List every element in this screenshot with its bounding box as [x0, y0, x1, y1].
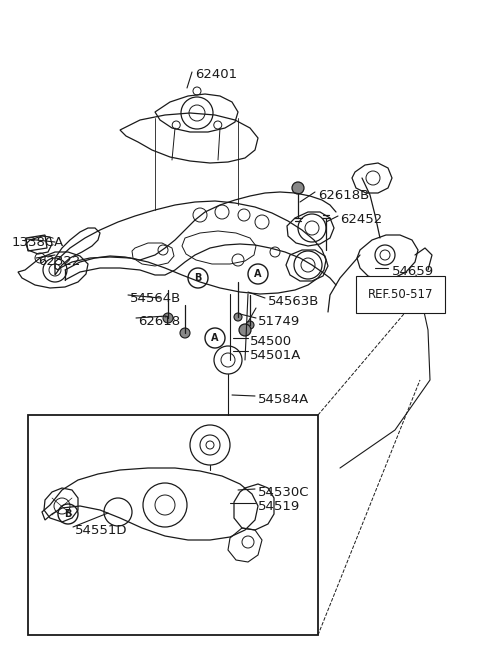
Text: 54563B: 54563B [268, 295, 319, 308]
Text: B: B [64, 509, 72, 519]
Text: A: A [211, 333, 219, 343]
Text: 54551D: 54551D [75, 524, 128, 537]
Circle shape [292, 182, 304, 194]
Text: 62618B: 62618B [318, 189, 369, 202]
Text: 54501A: 54501A [250, 349, 301, 362]
Text: 51749: 51749 [258, 315, 300, 328]
Circle shape [163, 313, 173, 323]
Circle shape [239, 324, 251, 336]
Text: 54530C: 54530C [258, 486, 310, 499]
Text: 54564B: 54564B [130, 292, 181, 305]
Circle shape [234, 313, 242, 321]
Text: 62322: 62322 [38, 255, 80, 268]
Text: 54519: 54519 [258, 500, 300, 513]
Text: REF.50-517: REF.50-517 [368, 288, 433, 301]
Text: 54500: 54500 [250, 335, 292, 348]
Text: B: B [194, 273, 202, 283]
Circle shape [180, 328, 190, 338]
Text: 1338CA: 1338CA [12, 236, 64, 249]
Text: 62452: 62452 [340, 213, 382, 226]
Circle shape [246, 321, 254, 329]
Text: 62618: 62618 [138, 315, 180, 328]
Text: 54584A: 54584A [258, 393, 309, 406]
Text: A: A [254, 269, 262, 279]
Bar [28, 415, 318, 635]
Text: 62401: 62401 [195, 68, 237, 81]
Text: 54659: 54659 [392, 265, 434, 278]
